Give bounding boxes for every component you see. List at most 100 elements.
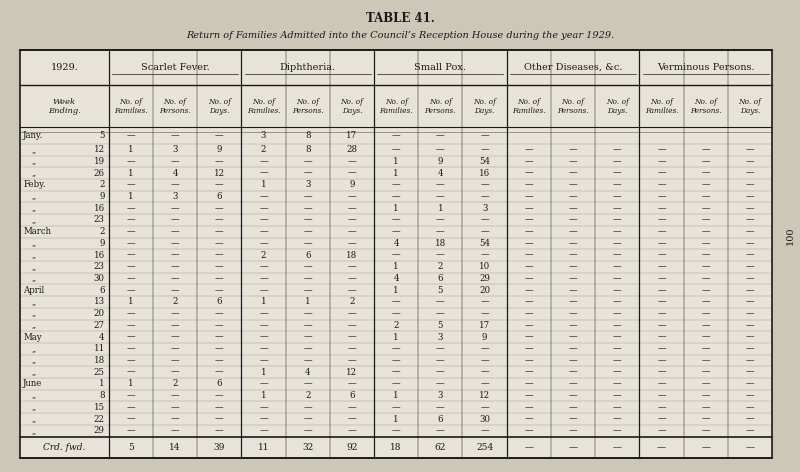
Text: No. of
Families.: No. of Families. xyxy=(512,98,546,115)
Text: 4: 4 xyxy=(305,368,310,377)
Text: —: — xyxy=(525,344,533,353)
Text: ,,: ,, xyxy=(32,158,38,165)
Text: 1: 1 xyxy=(394,169,399,177)
Text: 1: 1 xyxy=(128,379,134,388)
Text: —: — xyxy=(259,239,268,248)
Text: —: — xyxy=(657,356,666,365)
Text: —: — xyxy=(702,403,710,412)
Text: 23: 23 xyxy=(94,216,105,225)
Text: —: — xyxy=(480,379,489,388)
Text: May: May xyxy=(23,333,42,342)
Text: Small Pox.: Small Pox. xyxy=(414,63,466,72)
Text: —: — xyxy=(613,204,622,213)
Text: —: — xyxy=(746,286,754,295)
Text: —: — xyxy=(170,403,179,412)
Text: —: — xyxy=(569,321,578,330)
Text: 30: 30 xyxy=(479,414,490,423)
Text: ,,: ,, xyxy=(32,427,38,435)
Text: 254: 254 xyxy=(476,443,494,452)
Text: —: — xyxy=(259,227,268,236)
Text: 2: 2 xyxy=(394,321,399,330)
Text: —: — xyxy=(569,204,578,213)
Text: —: — xyxy=(392,131,401,140)
Text: —: — xyxy=(170,426,179,435)
Text: —: — xyxy=(303,321,312,330)
Text: —: — xyxy=(348,286,356,295)
Text: —: — xyxy=(303,169,312,177)
Text: —: — xyxy=(348,274,356,283)
Text: —: — xyxy=(746,216,754,225)
Text: —: — xyxy=(746,309,754,318)
Text: —: — xyxy=(702,333,710,342)
Text: —: — xyxy=(657,333,666,342)
Text: 100: 100 xyxy=(786,227,795,245)
Text: —: — xyxy=(392,356,401,365)
Text: —: — xyxy=(348,239,356,248)
Text: Other Diseases, &c.: Other Diseases, &c. xyxy=(524,63,622,72)
Text: No. of
Families.: No. of Families. xyxy=(379,98,413,115)
Text: —: — xyxy=(259,157,268,166)
Text: —: — xyxy=(657,204,666,213)
Text: —: — xyxy=(613,403,622,412)
Text: —: — xyxy=(569,414,578,423)
Text: —: — xyxy=(259,379,268,388)
Text: ,,: ,, xyxy=(32,193,38,201)
Text: —: — xyxy=(657,368,666,377)
Text: —: — xyxy=(569,443,578,452)
Text: —: — xyxy=(702,379,710,388)
Text: —: — xyxy=(525,239,533,248)
Text: —: — xyxy=(613,356,622,365)
Text: ,,: ,, xyxy=(32,356,38,364)
Text: —: — xyxy=(259,169,268,177)
Text: 3: 3 xyxy=(438,333,443,342)
Text: —: — xyxy=(525,192,533,201)
Text: ,,: ,, xyxy=(32,404,38,411)
Text: —: — xyxy=(525,274,533,283)
Text: 5: 5 xyxy=(438,321,443,330)
Text: —: — xyxy=(303,333,312,342)
Text: April: April xyxy=(23,286,45,295)
Text: —: — xyxy=(613,157,622,166)
Text: —: — xyxy=(259,414,268,423)
Text: —: — xyxy=(569,309,578,318)
Text: —: — xyxy=(170,286,179,295)
Text: —: — xyxy=(657,227,666,236)
Text: No. of
Persons.: No. of Persons. xyxy=(690,98,722,115)
Text: 39: 39 xyxy=(214,443,225,452)
Text: 1: 1 xyxy=(261,368,266,377)
Text: No. of
Days.: No. of Days. xyxy=(473,98,496,115)
Text: —: — xyxy=(348,309,356,318)
Text: 6: 6 xyxy=(99,286,105,295)
Text: ,,: ,, xyxy=(32,321,38,329)
Text: —: — xyxy=(303,274,312,283)
Text: —: — xyxy=(126,180,135,189)
Text: —: — xyxy=(303,403,312,412)
Text: —: — xyxy=(392,368,401,377)
Text: —: — xyxy=(348,426,356,435)
Text: —: — xyxy=(348,204,356,213)
Text: 5: 5 xyxy=(438,286,443,295)
Text: —: — xyxy=(569,368,578,377)
Text: 1: 1 xyxy=(261,391,266,400)
Text: —: — xyxy=(480,356,489,365)
Text: —: — xyxy=(657,216,666,225)
Text: 30: 30 xyxy=(94,274,105,283)
Text: —: — xyxy=(392,192,401,201)
Text: —: — xyxy=(613,443,622,452)
Text: —: — xyxy=(657,391,666,400)
Text: 4: 4 xyxy=(438,169,443,177)
Text: —: — xyxy=(657,192,666,201)
Text: —: — xyxy=(613,145,622,154)
Text: —: — xyxy=(348,216,356,225)
Text: —: — xyxy=(480,145,489,154)
Text: 54: 54 xyxy=(479,157,490,166)
Text: No. of
Persons.: No. of Persons. xyxy=(558,98,589,115)
Text: —: — xyxy=(392,251,401,260)
Text: —: — xyxy=(701,443,710,452)
Text: —: — xyxy=(613,344,622,353)
Text: ,,: ,, xyxy=(32,169,38,177)
Text: —: — xyxy=(303,262,312,271)
Text: —: — xyxy=(392,309,401,318)
Text: 1: 1 xyxy=(128,145,134,154)
Text: —: — xyxy=(436,426,445,435)
